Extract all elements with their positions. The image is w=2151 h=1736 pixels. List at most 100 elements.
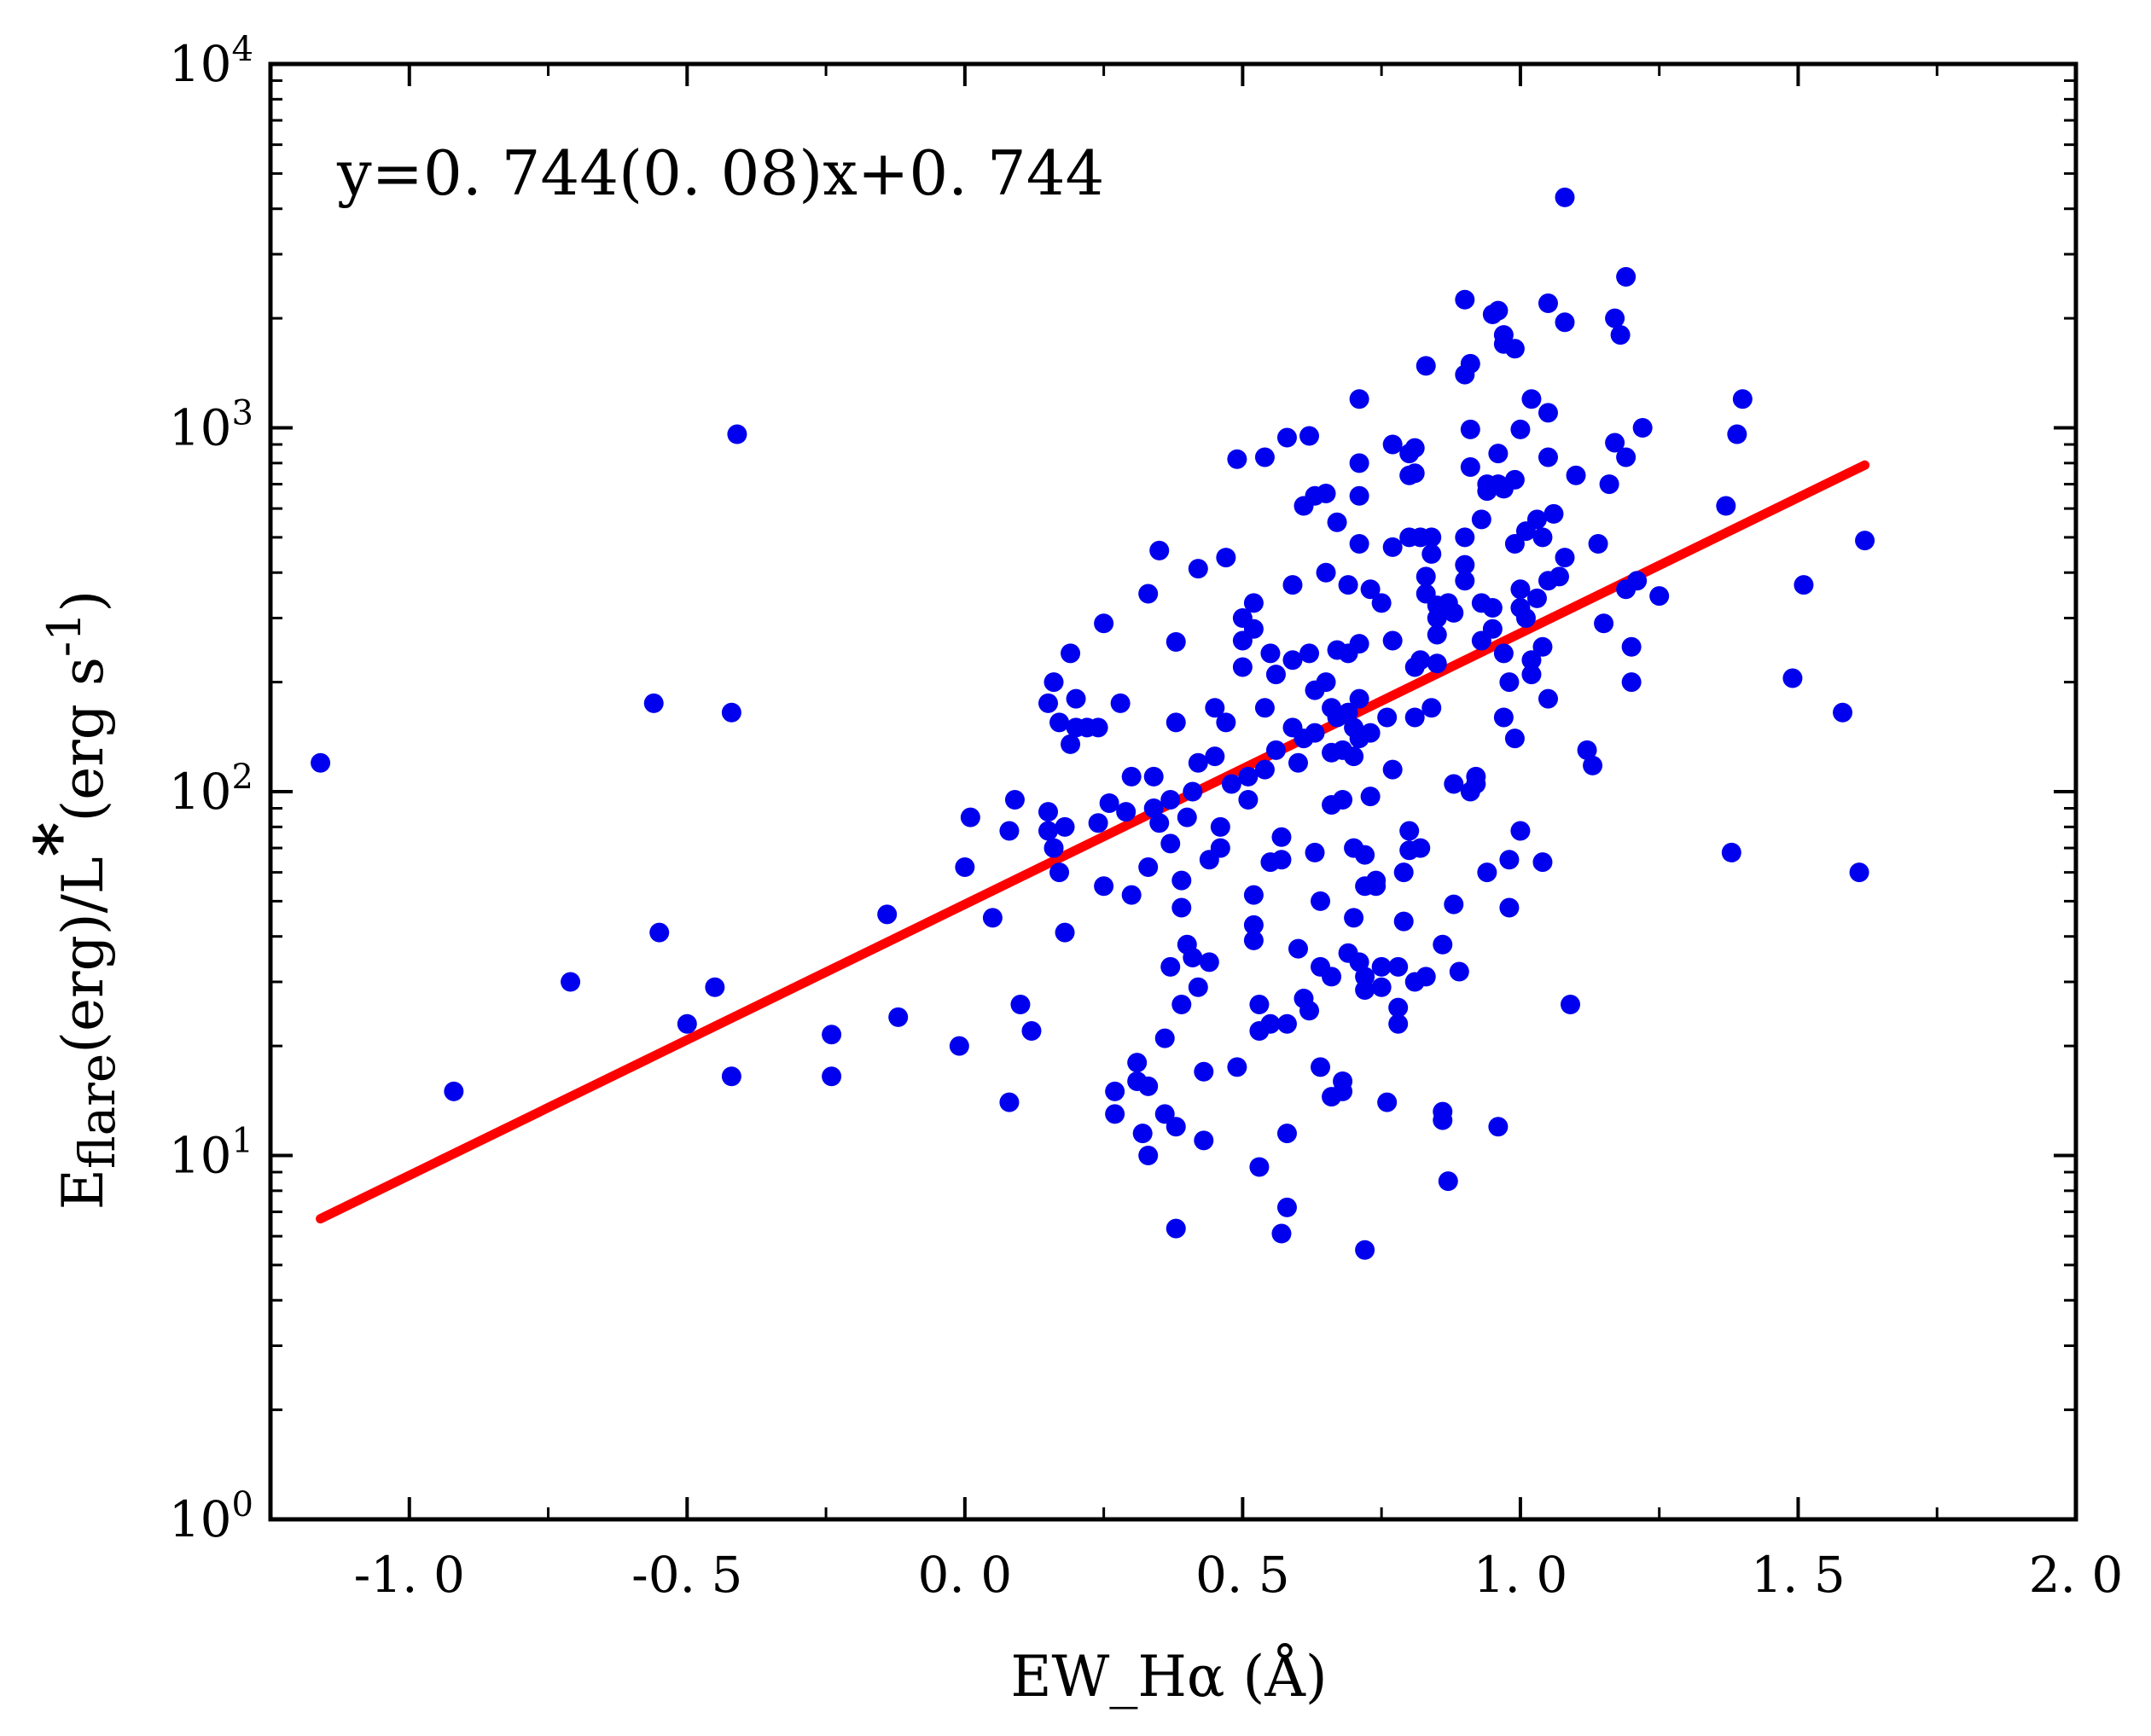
- data-point: [877, 904, 898, 925]
- data-point: [1355, 845, 1375, 865]
- data-point: [1716, 496, 1736, 516]
- data-point: [1538, 688, 1558, 709]
- data-point: [1599, 474, 1619, 495]
- data-point: [1393, 862, 1414, 883]
- data-point: [1460, 353, 1480, 374]
- data-point: [1504, 469, 1525, 490]
- data-point: [1088, 717, 1108, 738]
- data-point: [999, 1092, 1020, 1112]
- data-point: [1538, 293, 1558, 313]
- data-point: [1427, 624, 1447, 645]
- data-point: [1393, 911, 1414, 932]
- x-tick-label: 1. 0: [1474, 1546, 1568, 1604]
- data-point: [1360, 579, 1381, 600]
- data-point: [677, 1013, 697, 1034]
- data-point: [1121, 885, 1142, 905]
- data-point: [649, 922, 670, 943]
- data-point: [721, 702, 741, 723]
- data-point: [1194, 1061, 1214, 1082]
- data-point: [1344, 908, 1364, 928]
- data-point: [1311, 891, 1331, 911]
- data-point: [1243, 593, 1264, 613]
- data-point: [982, 908, 1003, 928]
- data-point: [1311, 1057, 1331, 1077]
- data-point: [1216, 712, 1236, 733]
- data-point: [999, 821, 1020, 841]
- data-point: [1099, 793, 1119, 813]
- data-point: [1621, 672, 1642, 693]
- data-point: [1116, 802, 1137, 822]
- y-tick-label: 100: [169, 1485, 253, 1548]
- data-point: [1627, 571, 1648, 591]
- data-point: [444, 1081, 464, 1101]
- data-point: [1355, 980, 1375, 1001]
- data-point: [1588, 533, 1608, 554]
- scatter-points: [311, 187, 1875, 1260]
- data-point: [1499, 850, 1520, 870]
- data-point: [1205, 746, 1225, 767]
- x-tick-label: 0. 5: [1195, 1546, 1290, 1604]
- data-point: [1455, 554, 1475, 575]
- y-axis-title-sub: flare: [68, 1054, 126, 1169]
- data-point: [1271, 1223, 1292, 1244]
- data-point: [1143, 798, 1164, 819]
- data-point: [1555, 548, 1575, 568]
- data-point: [1444, 602, 1464, 623]
- data-point: [1504, 339, 1525, 359]
- data-point: [1138, 857, 1159, 878]
- data-point: [1061, 643, 1081, 664]
- data-point: [1526, 588, 1547, 608]
- y-tick-label: 103: [169, 394, 253, 457]
- data-point: [1632, 418, 1653, 438]
- data-point: [1366, 876, 1387, 897]
- data-point: [1010, 995, 1031, 1015]
- data-point: [1210, 816, 1230, 837]
- data-point: [1538, 447, 1558, 467]
- data-point: [1276, 1123, 1297, 1144]
- data-point: [1276, 1197, 1297, 1217]
- data-point: [1171, 870, 1192, 891]
- data-point: [1243, 618, 1264, 639]
- data-point: [1526, 509, 1547, 530]
- plot-frame: [268, 61, 2078, 1522]
- data-point: [1160, 833, 1181, 854]
- data-point: [1382, 759, 1403, 780]
- data-point: [1260, 643, 1281, 664]
- data-point: [1132, 1123, 1153, 1144]
- data-point: [1271, 827, 1292, 847]
- data-point: [1044, 838, 1064, 858]
- y-tick-label: 104: [169, 30, 253, 93]
- data-point: [1416, 566, 1436, 587]
- data-point: [1455, 571, 1475, 591]
- data-point: [1338, 575, 1358, 595]
- data-point: [1188, 752, 1208, 773]
- data-point: [1561, 995, 1581, 1015]
- data-point: [1038, 821, 1059, 841]
- data-point: [1327, 512, 1347, 532]
- data-point: [1727, 424, 1747, 444]
- data-point: [1549, 566, 1569, 587]
- data-point: [1521, 665, 1542, 685]
- data-point: [1504, 729, 1525, 749]
- x-tick-label: 2. 0: [2029, 1546, 2124, 1604]
- data-point: [1221, 774, 1241, 794]
- data-point: [1605, 433, 1625, 453]
- data-point: [1855, 531, 1875, 551]
- data-point: [1188, 977, 1208, 997]
- y-axis-title-tail-sup: -1: [38, 612, 91, 657]
- data-point: [1305, 723, 1325, 743]
- data-point: [1793, 575, 1814, 595]
- data-point: [1404, 707, 1425, 728]
- data-point: [1166, 631, 1186, 652]
- data-point: [1260, 1013, 1281, 1034]
- data-point: [721, 1066, 741, 1087]
- data-point: [1605, 308, 1625, 328]
- data-point: [1299, 643, 1320, 664]
- data-point: [1488, 444, 1509, 464]
- data-point: [1499, 897, 1520, 918]
- data-point: [1249, 995, 1270, 1015]
- data-point: [1254, 759, 1275, 780]
- data-point: [1433, 1101, 1453, 1122]
- data-point: [1143, 766, 1164, 787]
